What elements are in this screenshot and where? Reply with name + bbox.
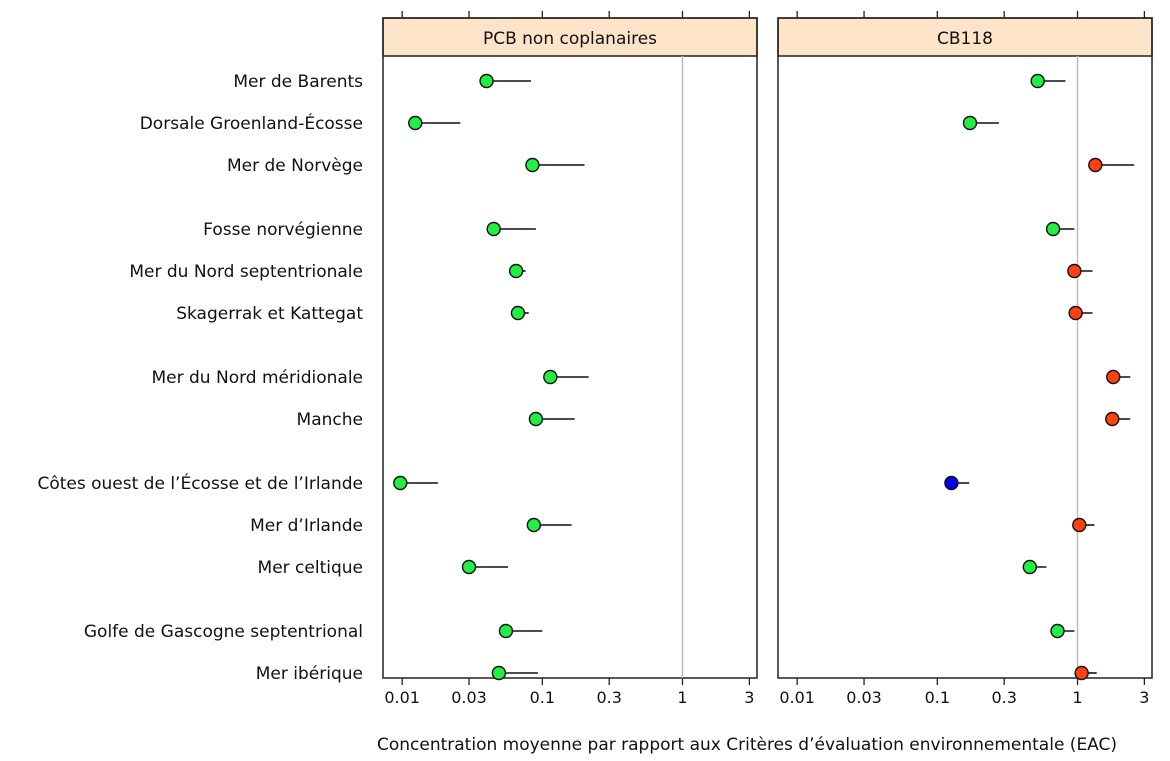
panel-header [382, 17, 758, 57]
category-label: Mer celtique [258, 558, 363, 578]
data-point [498, 623, 514, 639]
tick-label: 0.01 [779, 688, 815, 707]
category-label: Mer ibérique [256, 664, 363, 684]
panel-frame [777, 17, 1153, 679]
data-point [1088, 157, 1103, 173]
data-point [408, 115, 423, 131]
data-point [1072, 517, 1087, 533]
data-point [508, 263, 524, 279]
tick-label: 0.03 [451, 688, 487, 707]
data-point [1074, 665, 1089, 681]
data-point [461, 559, 477, 575]
panel-frame [382, 17, 758, 679]
data-point [962, 115, 978, 131]
data-point [944, 475, 959, 491]
tick-label: 1 [1072, 688, 1082, 707]
data-point [393, 475, 408, 491]
data-point [526, 517, 542, 533]
category-label: Manche [297, 410, 363, 430]
data-point [1106, 369, 1121, 385]
tick-label: 0.3 [596, 688, 621, 707]
category-label: Mer de Barents [233, 72, 363, 92]
data-point [543, 369, 558, 385]
tick-label: 0.1 [530, 688, 555, 707]
data-point [1045, 221, 1061, 237]
tick-label: 0.01 [384, 688, 420, 707]
category-label: Mer d’Irlande [250, 516, 363, 536]
data-point [491, 665, 507, 681]
data-point [528, 411, 544, 427]
panel-1: PCB non coplanaires 0.01 0.03 0.1 0.3 1 3 [382, 11, 758, 707]
category-label: Côtes ouest de l’Écosse et de l’Irlande [37, 472, 363, 494]
category-label: Fosse norvégienne [203, 220, 363, 240]
category-label: Golfe de Gascogne septentrional [84, 622, 363, 642]
data-point [486, 221, 501, 237]
x-axis-label: Concentration moyenne par rapport aux Cr… [377, 735, 1117, 755]
tick-label: 3 [1139, 688, 1149, 707]
data-point [1030, 73, 1045, 89]
category-label: Mer du Nord méridionale [151, 368, 363, 388]
tick-label: 3 [744, 688, 754, 707]
tick-label: 1 [677, 688, 687, 707]
tick-label: 0.03 [846, 688, 882, 707]
category-label: Mer de Norvège [227, 156, 363, 176]
data-point [1050, 623, 1065, 639]
data-point [1105, 411, 1120, 427]
category-label: Mer du Nord septentrionale [129, 262, 363, 282]
data-point [510, 305, 526, 321]
data-point [1022, 559, 1038, 575]
category-labels: Mer de Barents Dorsale Groenland-Écosse Me… [37, 72, 363, 684]
category-label: Dorsale Groenland-Écosse [140, 112, 363, 134]
data-point [1068, 305, 1083, 321]
data-point [525, 157, 540, 173]
panel-title: PCB non coplanaires [483, 29, 657, 49]
panel-2: CB118 0.01 0.03 0.1 0.3 1 3 [777, 11, 1153, 707]
data-point [479, 73, 494, 89]
tick-label: 0.1 [925, 688, 950, 707]
tick-label: 0.3 [991, 688, 1016, 707]
data-point [1067, 263, 1082, 279]
category-label: Skagerrak et Kattegat [176, 304, 363, 324]
panel-title: CB118 [937, 29, 993, 49]
